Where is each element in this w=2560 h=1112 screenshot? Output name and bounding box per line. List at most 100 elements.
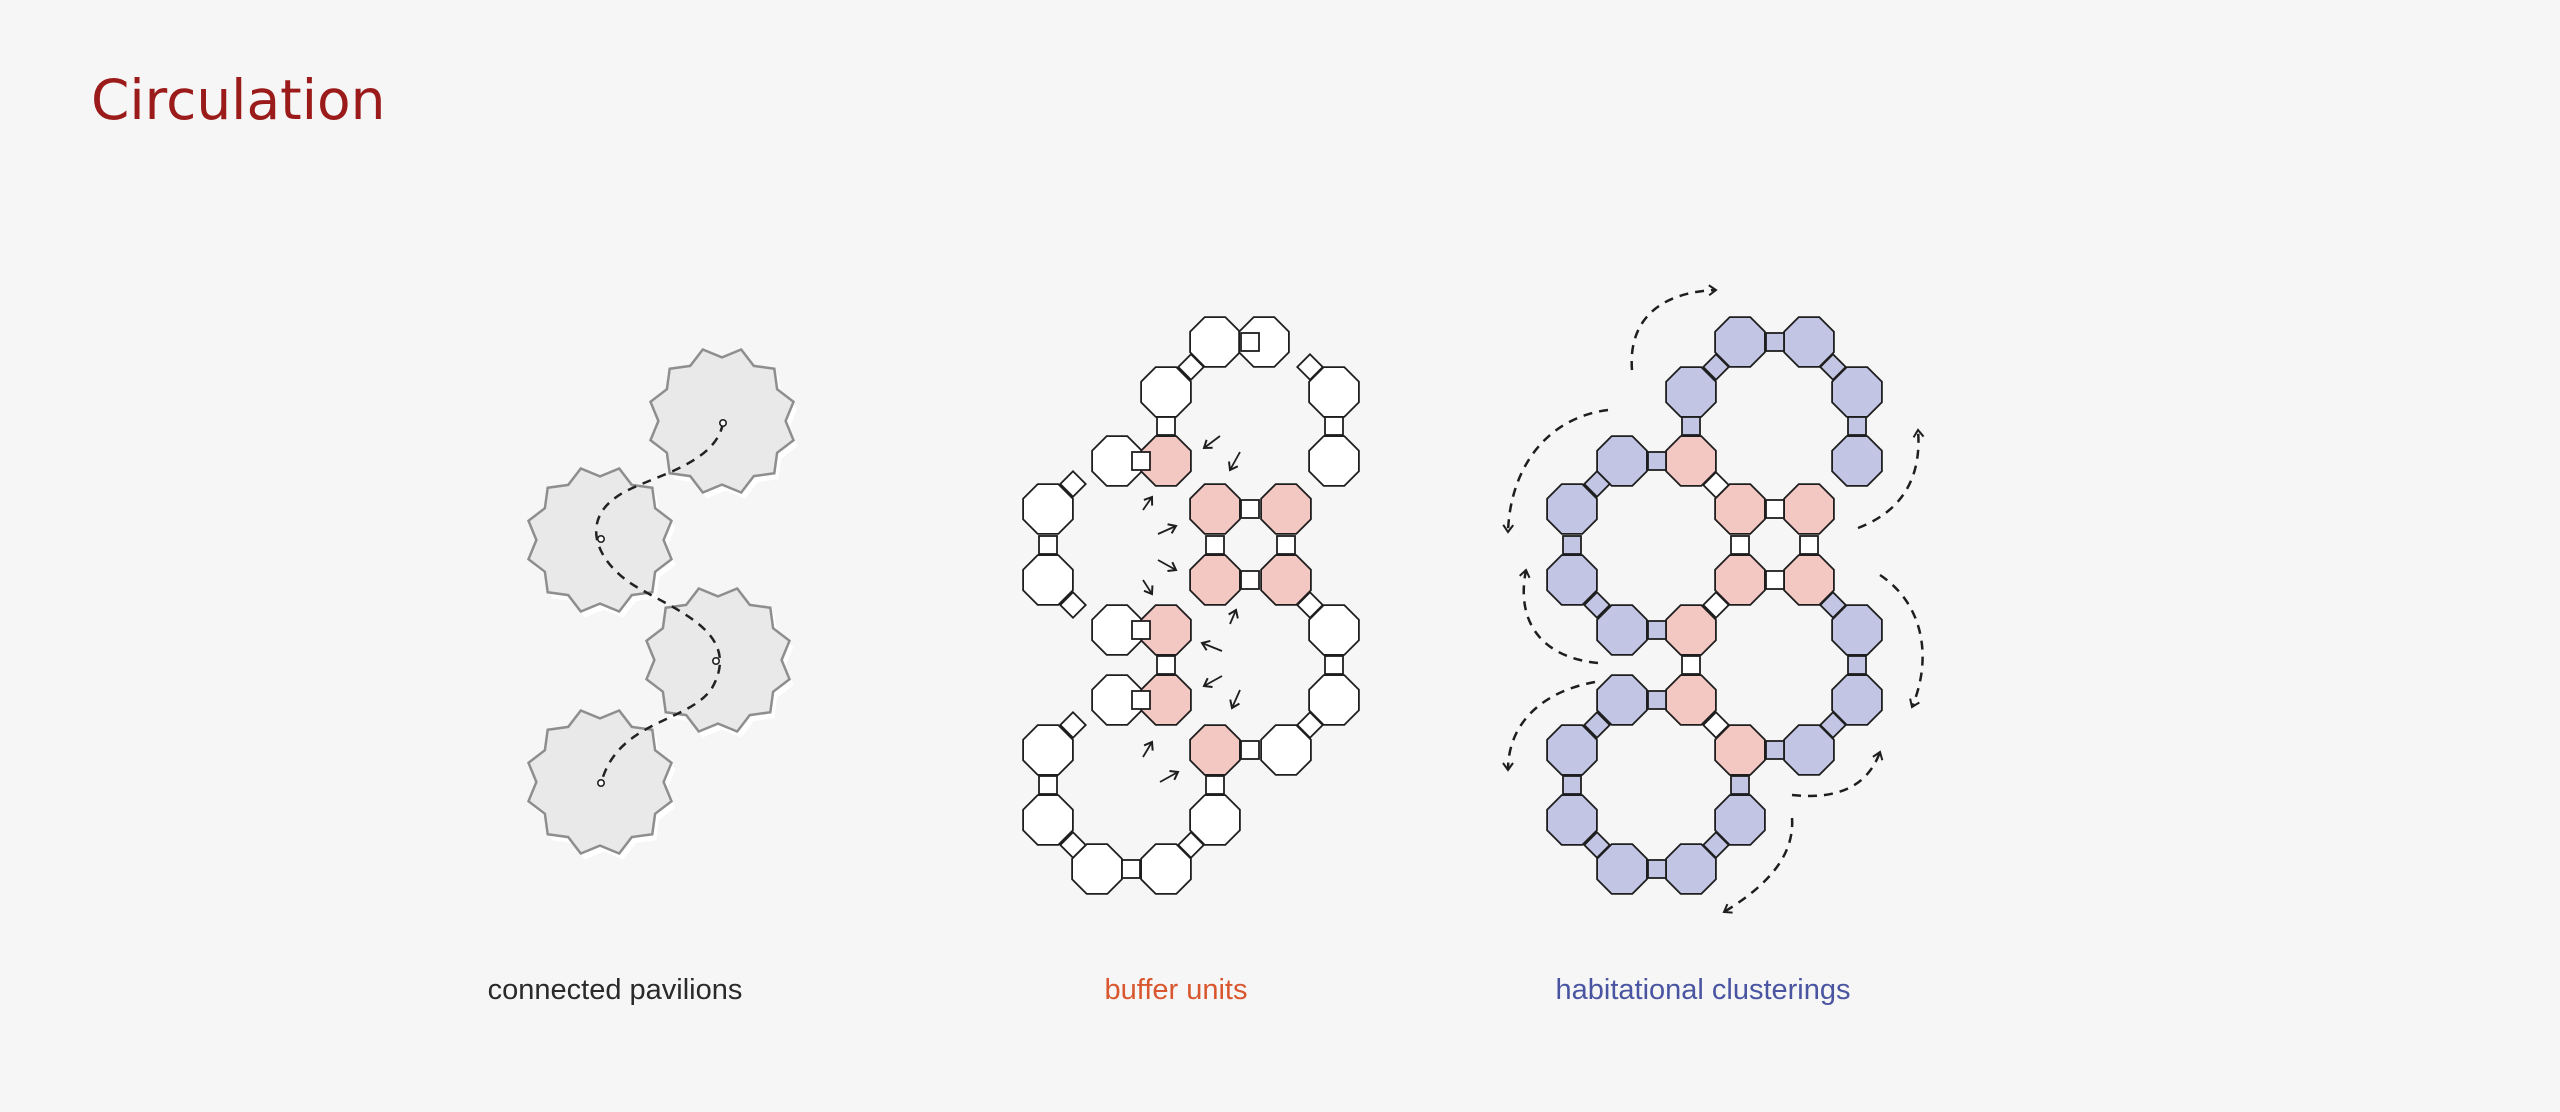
unit-1 <box>1238 316 1290 368</box>
buffer-unit-12 <box>1783 554 1835 606</box>
cluster-connector-0 <box>1765 332 1785 352</box>
connector-15 <box>1324 655 1344 675</box>
unit-7 <box>1022 483 1074 535</box>
buffer-unit-9 <box>1260 483 1312 535</box>
cluster-unit-6 <box>1831 435 1883 487</box>
cluster-unit-1 <box>1783 316 1835 368</box>
cluster-connector-22 <box>1562 775 1582 795</box>
connector-12 <box>1058 590 1088 620</box>
cluster-unit-24 <box>1596 843 1648 895</box>
cluster-connector-28 <box>1701 710 1731 740</box>
buffer-unit-5 <box>1665 435 1717 487</box>
connector-19 <box>1295 710 1325 740</box>
cluster-unit-25 <box>1665 843 1717 895</box>
cluster-connector-14 <box>1818 590 1848 620</box>
unit-25 <box>1140 843 1192 895</box>
connector-4 <box>1131 451 1151 471</box>
buffer-unit-17 <box>1140 674 1192 726</box>
connector-25 <box>1121 859 1141 879</box>
unit-21 <box>1260 724 1312 776</box>
unit-15 <box>1308 604 1360 656</box>
circulation-arrow-4 <box>1879 573 1924 709</box>
cluster-connector-27 <box>1701 590 1731 620</box>
unit-18 <box>1308 674 1360 726</box>
flow-arrow-11 <box>1159 770 1180 783</box>
connector-22 <box>1038 775 1058 795</box>
cluster-connector-13 <box>1647 620 1667 640</box>
connector-10 <box>1240 570 1260 590</box>
path-node <box>596 778 605 787</box>
cluster-connector-16 <box>1681 655 1701 675</box>
cluster-unit-19 <box>1546 724 1598 776</box>
connector-20 <box>1240 740 1260 760</box>
cluster-connector-4 <box>1647 451 1667 471</box>
buffer-unit-20 <box>1189 724 1241 776</box>
page-title: Circulation <box>91 68 386 132</box>
caption-connected-pavilions: connected pavilions <box>487 974 743 1006</box>
cluster-connector-21 <box>1730 775 1750 795</box>
cluster-unit-23 <box>1714 794 1766 846</box>
path-node <box>711 656 720 665</box>
connector-16 <box>1156 655 1176 675</box>
buffer-unit-20 <box>1714 724 1766 776</box>
connector-14 <box>1295 590 1325 620</box>
cluster-connector-11 <box>1562 535 1582 555</box>
connector-17 <box>1131 690 1151 710</box>
connector-8 <box>1205 535 1225 555</box>
cluster-unit-16 <box>1596 674 1648 726</box>
connected-pavilions-group <box>526 347 798 860</box>
path-node <box>596 534 605 543</box>
circulation-arrow-3 <box>1519 568 1599 665</box>
cluster-unit-3 <box>1831 366 1883 418</box>
path-node <box>718 418 727 427</box>
connector-5 <box>1156 416 1176 436</box>
cluster-unit-15 <box>1831 604 1883 656</box>
buffer-unit-8 <box>1189 483 1241 535</box>
flow-arrow-7 <box>1200 639 1223 652</box>
connector-13 <box>1131 620 1151 640</box>
flow-arrow-1 <box>1228 451 1241 472</box>
connector-18 <box>1058 710 1088 740</box>
buffer-units-group <box>1022 316 1360 895</box>
unit-3 <box>1308 366 1360 418</box>
connector-3 <box>1324 416 1344 436</box>
circulation-arrow-6 <box>1791 750 1884 798</box>
flow-arrow-9 <box>1229 689 1241 710</box>
unit-6 <box>1308 435 1360 487</box>
buffer-unit-9 <box>1783 483 1835 535</box>
buffer-unit-11 <box>1714 554 1766 606</box>
cluster-unit-2 <box>1665 366 1717 418</box>
cluster-connector-12 <box>1582 590 1612 620</box>
cluster-unit-0 <box>1714 316 1766 368</box>
cluster-connector-18 <box>1582 710 1612 740</box>
cluster-unit-22 <box>1546 794 1598 846</box>
cluster-connector-10 <box>1765 570 1785 590</box>
habitational-clusterings-group <box>1502 284 1925 914</box>
connector-7 <box>1240 499 1260 519</box>
unit-4 <box>1091 435 1143 487</box>
buffer-unit-14 <box>1665 604 1717 656</box>
unit-10 <box>1022 554 1074 606</box>
buffer-unit-11 <box>1189 554 1241 606</box>
cluster-unit-21 <box>1783 724 1835 776</box>
connector-1 <box>1176 352 1206 382</box>
unit-2 <box>1140 366 1192 418</box>
cluster-connector-26 <box>1701 470 1731 500</box>
cluster-connector-3 <box>1847 416 1867 436</box>
unit-16 <box>1091 674 1143 726</box>
flow-arrow-0 <box>1202 435 1221 450</box>
unit-22 <box>1022 794 1074 846</box>
caption-habitational-clusterings: habitational clusterings <box>1555 974 1851 1006</box>
connector-21 <box>1205 775 1225 795</box>
cluster-connector-24 <box>1701 830 1731 860</box>
cluster-connector-6 <box>1582 469 1612 499</box>
circulation-path <box>594 422 725 781</box>
unit-13 <box>1091 604 1143 656</box>
circulation-arrow-0 <box>1630 284 1718 371</box>
connector-23 <box>1058 830 1088 860</box>
circulation-arrow-1 <box>1502 408 1609 534</box>
buffer-unit-8 <box>1714 483 1766 535</box>
flow-arrow-10 <box>1142 740 1154 758</box>
cluster-unit-4 <box>1596 435 1648 487</box>
